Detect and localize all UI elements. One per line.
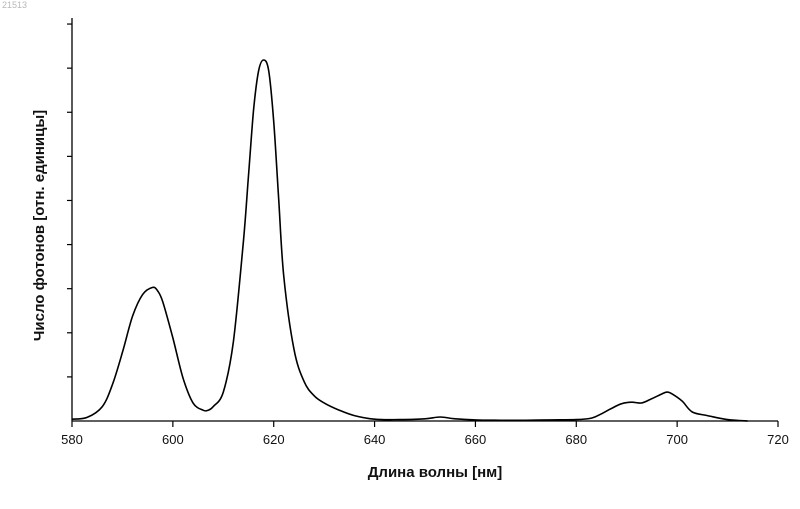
x-tick-label: 640 (364, 432, 386, 447)
x-axis-ticks (72, 421, 778, 427)
series-line-spectrum (72, 60, 748, 421)
x-tick-label: 720 (767, 432, 789, 447)
x-tick-label: 680 (565, 432, 587, 447)
x-tick-label: 600 (162, 432, 184, 447)
x-tick-label: 660 (465, 432, 487, 447)
y-axis-ticks (67, 24, 72, 377)
x-axis-title: Длина волны [нм] (368, 464, 503, 481)
x-tick-label: 620 (263, 432, 285, 447)
x-tick-label: 580 (61, 432, 83, 447)
x-tick-label: 700 (666, 432, 688, 447)
x-axis-tick-labels: 580 600 620 640 660 680 700 720 (61, 432, 789, 447)
y-axis-title: Число фотонов [отн. единицы] (31, 110, 48, 341)
